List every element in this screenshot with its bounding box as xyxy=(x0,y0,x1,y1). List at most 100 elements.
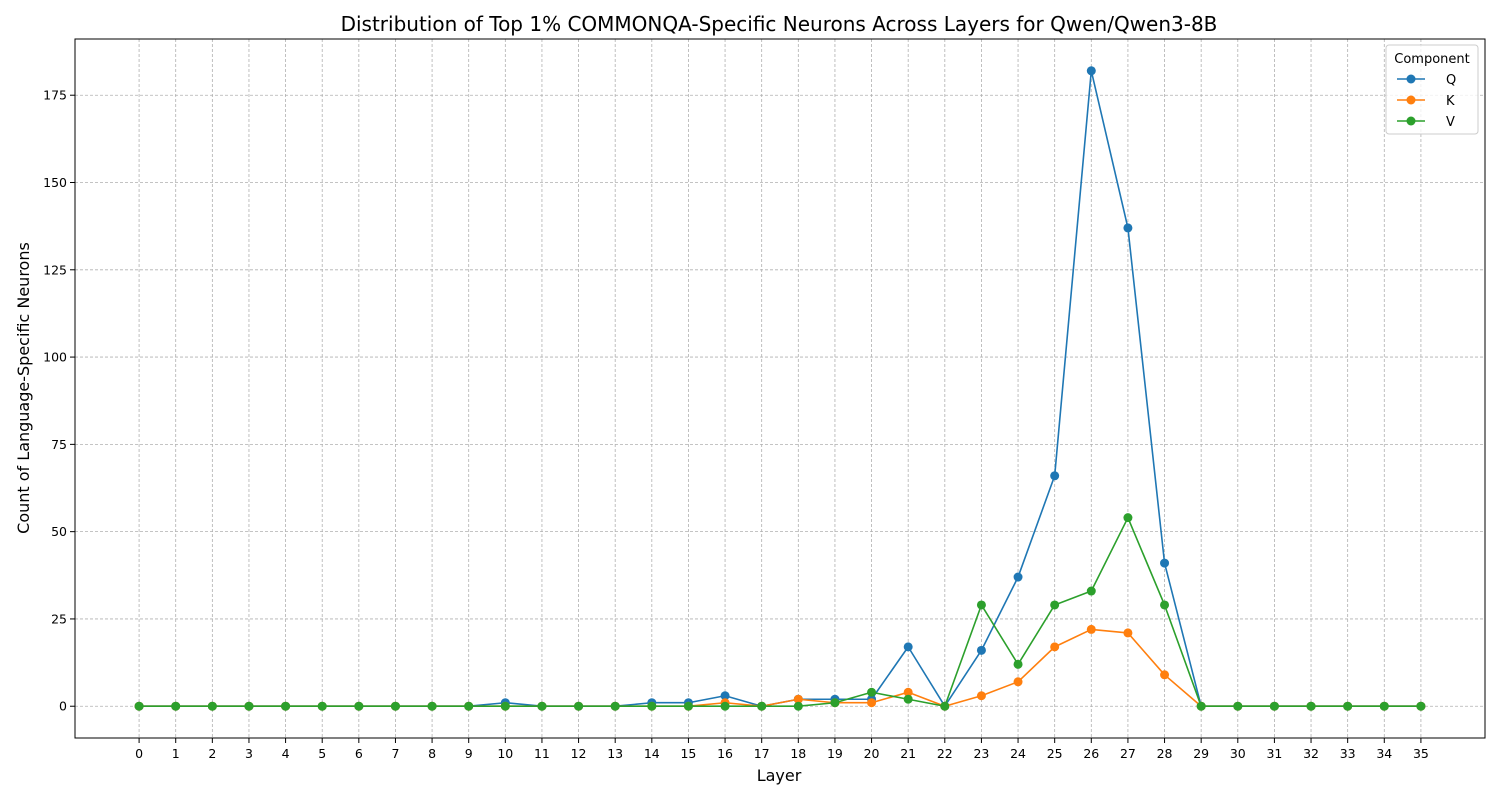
data-point-k xyxy=(1160,670,1170,680)
data-point-v xyxy=(1086,586,1096,596)
legend-title: Component xyxy=(1394,52,1469,67)
data-point-v xyxy=(1050,600,1060,610)
x-tick-label: 5 xyxy=(318,746,326,761)
data-point-v xyxy=(940,701,950,711)
x-tick-label: 14 xyxy=(644,746,660,761)
data-point-v xyxy=(1013,659,1023,669)
data-point-q xyxy=(1086,66,1096,76)
x-tick-label: 7 xyxy=(391,746,399,761)
data-point-k xyxy=(867,698,877,708)
data-point-v xyxy=(537,701,547,711)
data-point-v xyxy=(464,701,474,711)
data-point-q xyxy=(976,645,986,655)
x-tick-label: 17 xyxy=(754,746,770,761)
x-tick-label: 20 xyxy=(864,746,880,761)
data-point-q xyxy=(1123,223,1133,233)
data-point-k xyxy=(1013,677,1023,687)
legend-swatch-marker xyxy=(1406,116,1416,126)
legend: Component QKV xyxy=(1385,44,1479,135)
grid xyxy=(75,39,1485,738)
y-axis: 0 25 50 75 100 125 150 175 xyxy=(43,88,75,714)
x-tick-label: 31 xyxy=(1266,746,1282,761)
data-point-k xyxy=(1086,624,1096,634)
legend-item-q: Q xyxy=(1397,73,1456,88)
data-point-v xyxy=(1123,513,1133,523)
legend-swatch-marker xyxy=(1406,95,1416,105)
data-point-q xyxy=(720,691,730,701)
data-point-v xyxy=(244,701,254,711)
x-tick-label: 1 xyxy=(172,746,180,761)
x-tick-label: 8 xyxy=(428,746,436,761)
plot-area xyxy=(74,38,1486,739)
data-point-k xyxy=(793,694,803,704)
y-tick-label: 50 xyxy=(51,524,67,539)
x-tick-label: 32 xyxy=(1303,746,1319,761)
data-point-v xyxy=(610,701,620,711)
data-point-v xyxy=(1233,701,1243,711)
legend-item-v: V xyxy=(1397,115,1455,130)
x-tick-label: 24 xyxy=(1010,746,1026,761)
y-tick-label: 75 xyxy=(51,437,67,452)
x-axis-label: Layer xyxy=(757,766,802,785)
data-point-v xyxy=(354,701,364,711)
legend-label: K xyxy=(1446,94,1455,109)
data-point-v xyxy=(647,701,657,711)
data-point-k xyxy=(1123,628,1133,638)
x-tick-label: 10 xyxy=(497,746,513,761)
data-point-v xyxy=(1196,701,1206,711)
series-group xyxy=(134,66,1426,711)
x-tick-label: 13 xyxy=(607,746,623,761)
x-tick-label: 19 xyxy=(827,746,843,761)
y-tick-label: 100 xyxy=(43,350,67,365)
data-point-v xyxy=(1416,701,1426,711)
legend-box xyxy=(1385,44,1479,135)
data-point-v xyxy=(683,701,693,711)
data-point-q xyxy=(1050,471,1060,481)
data-point-v xyxy=(281,701,291,711)
data-point-v xyxy=(500,701,510,711)
data-point-v xyxy=(390,701,400,711)
series-q xyxy=(134,66,1426,711)
x-tick-label: 16 xyxy=(717,746,733,761)
data-point-v xyxy=(793,701,803,711)
x-tick-label: 25 xyxy=(1047,746,1063,761)
data-point-v xyxy=(1379,701,1389,711)
x-tick-label: 26 xyxy=(1083,746,1099,761)
data-point-q xyxy=(1013,572,1023,582)
x-tick-label: 11 xyxy=(534,746,550,761)
x-tick-label: 9 xyxy=(465,746,473,761)
y-tick-label: 150 xyxy=(43,175,67,190)
data-point-v xyxy=(1343,701,1353,711)
data-point-v xyxy=(976,600,986,610)
x-tick-label: 3 xyxy=(245,746,253,761)
legend-label: V xyxy=(1446,115,1455,130)
data-point-k xyxy=(1050,642,1060,652)
x-tick-label: 4 xyxy=(282,746,290,761)
data-point-k xyxy=(976,691,986,701)
data-point-v xyxy=(574,701,584,711)
series-line-v xyxy=(139,516,1421,708)
x-tick-label: 27 xyxy=(1120,746,1136,761)
series-line-q xyxy=(139,69,1421,708)
x-tick-label: 15 xyxy=(680,746,696,761)
chart-title: Distribution of Top 1% COMMONQA-Specific… xyxy=(341,12,1218,36)
x-tick-label: 21 xyxy=(900,746,916,761)
x-tick-label: 30 xyxy=(1230,746,1246,761)
data-point-v xyxy=(830,698,840,708)
y-tick-label: 25 xyxy=(51,611,67,626)
data-point-v xyxy=(1269,701,1279,711)
data-point-v xyxy=(171,701,181,711)
y-tick-label: 125 xyxy=(43,262,67,277)
legend-label: Q xyxy=(1446,73,1456,88)
x-tick-label: 29 xyxy=(1193,746,1209,761)
data-point-v xyxy=(757,701,767,711)
series-line-k xyxy=(139,628,1421,708)
x-tick-label: 18 xyxy=(790,746,806,761)
series-v xyxy=(134,513,1426,711)
x-tick-label: 12 xyxy=(571,746,587,761)
data-point-v xyxy=(1160,600,1170,610)
data-point-v xyxy=(134,701,144,711)
data-point-v xyxy=(427,701,437,711)
x-tick-label: 6 xyxy=(355,746,363,761)
